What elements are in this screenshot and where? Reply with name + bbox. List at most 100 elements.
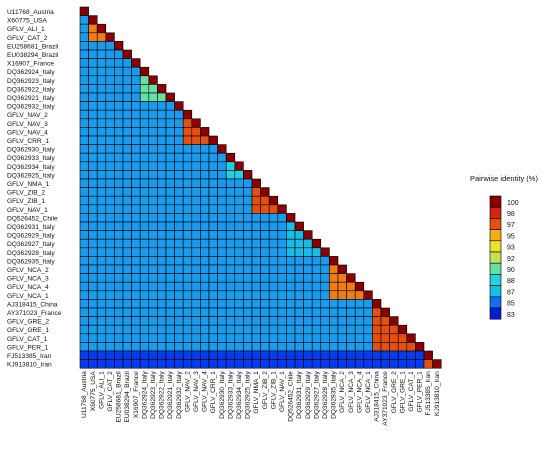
heatmap-cell [346, 290, 356, 300]
heatmap-cell [200, 230, 210, 240]
heatmap-cell [96, 342, 107, 352]
heatmap-cell [217, 307, 227, 317]
heatmap-cell [122, 101, 132, 111]
heatmap-cell [88, 204, 98, 214]
heatmap-cell [260, 324, 270, 335]
heatmap-cell [79, 32, 89, 42]
heatmap-cell [148, 247, 158, 257]
heatmap-cell [217, 299, 227, 309]
heatmap-cell [148, 178, 158, 188]
column-label: GFLV_NAV_3 [193, 371, 200, 412]
heatmap-cell [148, 230, 158, 240]
heatmap-cell [88, 195, 98, 206]
heatmap-cell [88, 350, 98, 360]
heatmap-cell [96, 178, 107, 188]
row-label: DQ526452_Chile [7, 215, 58, 222]
heatmap-cell [191, 230, 201, 240]
heatmap-cell [251, 281, 261, 292]
heatmap-cell [174, 170, 184, 180]
heatmap-cell [243, 187, 253, 197]
heatmap-cell [268, 290, 279, 300]
heatmap-cell [217, 247, 227, 257]
heatmap-cell [131, 316, 141, 326]
heatmap-cell [96, 195, 107, 206]
heatmap-cell [114, 127, 124, 137]
heatmap-cell [88, 84, 98, 94]
heatmap-cell [165, 316, 175, 326]
heatmap-cell [200, 135, 210, 145]
row-label: GFLV_CAT_1 [7, 336, 48, 343]
heatmap-cell [200, 221, 210, 231]
heatmap-cell [380, 333, 390, 343]
heatmap-cell [165, 127, 175, 137]
heatmap-cell [174, 187, 184, 197]
heatmap-cell [225, 290, 236, 300]
legend-ticks: 100 98 97 95 93 92 90 88 87 85 83 [507, 200, 519, 319]
heatmap-cell [320, 316, 330, 326]
heatmap-cell [122, 178, 132, 188]
heatmap-cell [389, 342, 399, 352]
heatmap-cell [311, 324, 322, 335]
heatmap-cell [372, 342, 382, 352]
heatmap-cell [174, 161, 184, 171]
heatmap-cell [243, 359, 253, 369]
heatmap-cell [88, 170, 98, 180]
heatmap-cell [311, 299, 322, 309]
heatmap-cell [303, 290, 313, 300]
heatmap-cell [174, 144, 184, 154]
heatmap-cell [79, 359, 89, 369]
heatmap-cell [114, 152, 124, 163]
heatmap-cell [139, 324, 150, 335]
row-label: GFLV_NAV_4 [7, 129, 48, 136]
heatmap-cell [174, 204, 184, 214]
heatmap-cell [363, 307, 373, 317]
heatmap-cell [88, 161, 98, 171]
heatmap-cell [191, 213, 201, 223]
heatmap-cell [122, 290, 132, 300]
row-label: GFLV_ZIB_1 [7, 198, 45, 205]
column-label: GFLV_ALI_1 [98, 371, 105, 409]
heatmap-cell [105, 238, 115, 249]
heatmap-cell [260, 273, 270, 283]
heatmap-cell [294, 316, 304, 326]
row-label: DQ362935_Italy [7, 258, 55, 265]
heatmap-cell [234, 324, 244, 335]
heatmap-cell [114, 307, 124, 317]
heatmap-cell [174, 178, 184, 188]
heatmap-cell [200, 152, 210, 163]
heatmap-cell [337, 281, 347, 292]
heatmap-cell [200, 195, 210, 206]
heatmap-cell [88, 273, 98, 283]
heatmap-cell [329, 342, 339, 352]
heatmap-cell [191, 170, 201, 180]
heatmap-cell [268, 281, 279, 292]
heatmap-cell [397, 324, 408, 335]
heatmap-cell [277, 204, 287, 214]
heatmap-cell [165, 359, 175, 369]
heatmap-cell [243, 350, 253, 360]
heatmap-cell [182, 127, 193, 137]
heatmap-cell [131, 204, 141, 214]
heatmap-cell [105, 127, 115, 137]
heatmap-cell [122, 204, 132, 214]
heatmap-cell [208, 135, 218, 145]
column-label: DQ362924_Italy [141, 370, 148, 418]
heatmap-cell [174, 316, 184, 326]
heatmap-cell [182, 204, 193, 214]
heatmap-cell [139, 316, 150, 326]
heatmap-cell [131, 66, 141, 77]
heatmap-cell [200, 324, 210, 335]
heatmap-cell [346, 324, 356, 335]
heatmap-cell [79, 307, 89, 317]
heatmap-cell [165, 109, 175, 120]
heatmap-cell [311, 333, 322, 343]
legend-tick-label: 93 [507, 245, 515, 252]
heatmap-cell [114, 264, 124, 274]
heatmap-cell [208, 256, 218, 266]
heatmap-cell [320, 299, 330, 309]
heatmap-cell [363, 290, 373, 300]
heatmap-cell [114, 359, 124, 369]
heatmap-cell [131, 221, 141, 231]
heatmap-cell [105, 359, 115, 369]
heatmap-cell [114, 333, 124, 343]
